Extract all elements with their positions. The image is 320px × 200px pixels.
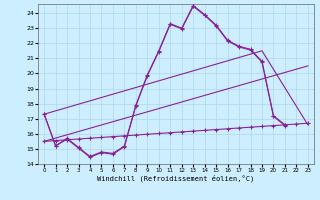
X-axis label: Windchill (Refroidissement éolien,°C): Windchill (Refroidissement éolien,°C) <box>97 175 255 182</box>
